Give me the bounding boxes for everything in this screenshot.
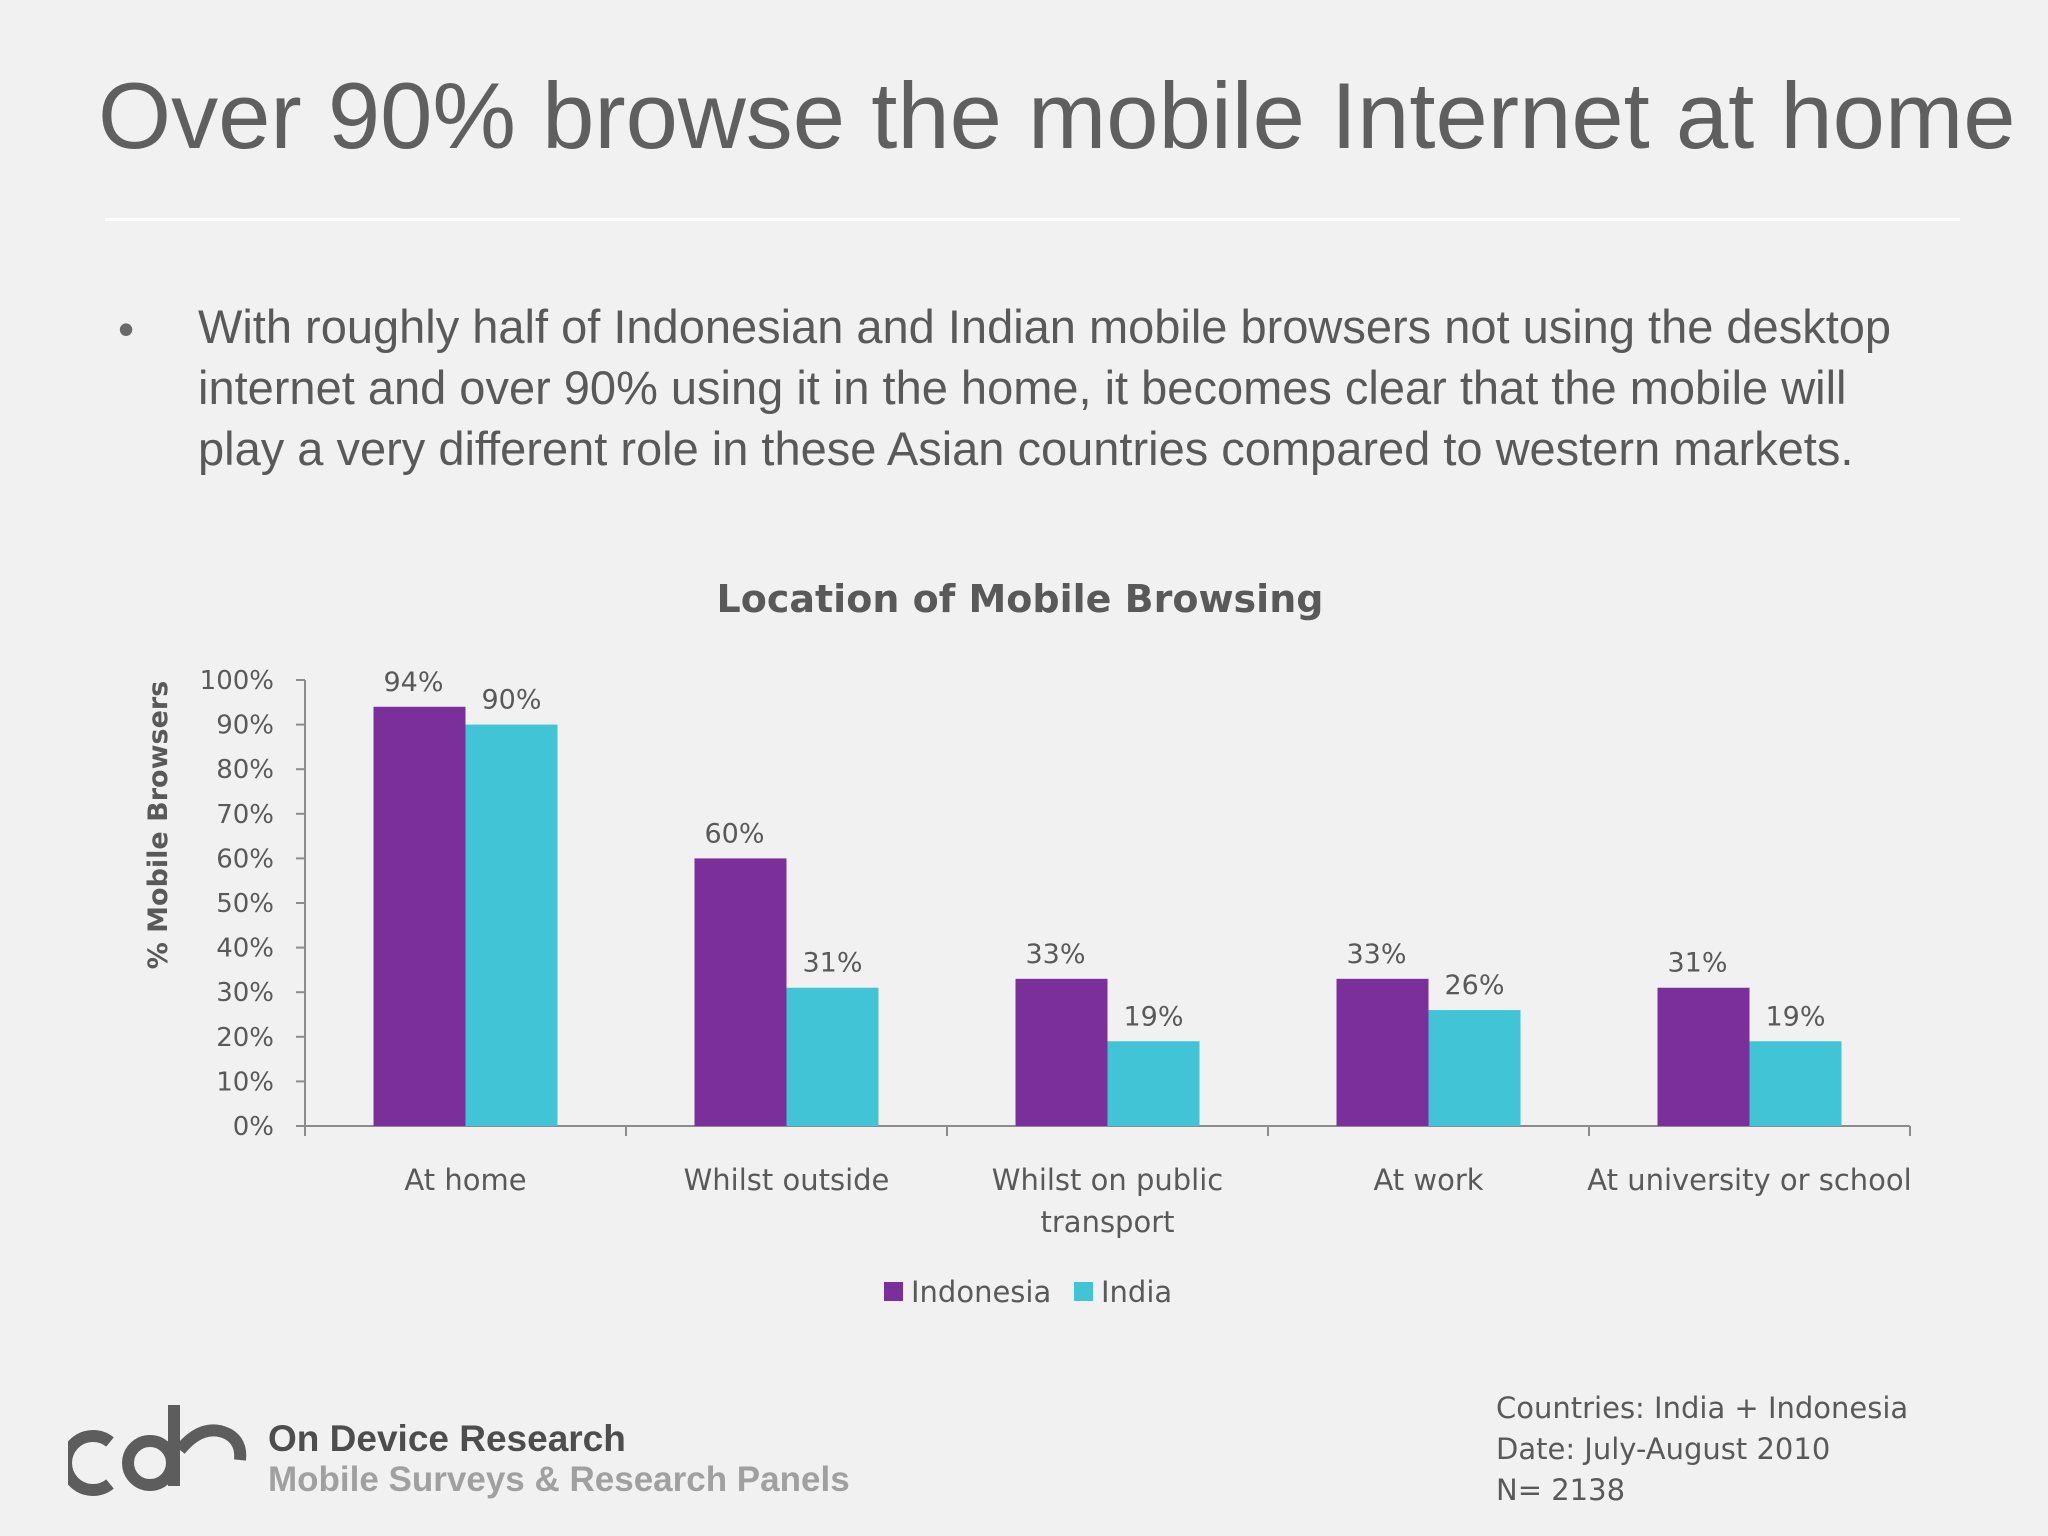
- bar-indonesia: [694, 858, 787, 1126]
- data-label-indonesia: 60%: [704, 818, 764, 849]
- y-tick-label: 0%: [233, 1112, 274, 1142]
- category-label: Whilst outside: [684, 1163, 890, 1197]
- data-label-india: 90%: [481, 685, 541, 716]
- data-label-india: 31%: [802, 948, 862, 979]
- category-label: At home: [404, 1163, 526, 1197]
- bar-india: [1428, 1010, 1521, 1126]
- bar-india: [465, 724, 558, 1126]
- cdr-logo: [68, 1405, 247, 1496]
- data-label-indonesia: 94%: [383, 667, 443, 698]
- legend-swatch-indonesia: [884, 1282, 903, 1301]
- category-label: At university or school: [1587, 1163, 1911, 1197]
- data-label-indonesia: 33%: [1346, 939, 1406, 970]
- slide-title: Over 90% browse the mobile Internet at h…: [98, 63, 2016, 168]
- legend-swatch-india: [1074, 1282, 1093, 1301]
- y-axis-title: % Mobile Browsers: [143, 681, 174, 970]
- legend-label-indonesia: Indonesia: [911, 1275, 1051, 1309]
- y-tick-label: 100%: [200, 666, 274, 696]
- y-tick-label: 40%: [216, 934, 274, 964]
- y-tick-label: 90%: [216, 711, 274, 741]
- bullet-text: With roughly half of Indonesian and Indi…: [198, 300, 1892, 475]
- bar-indonesia: [1015, 978, 1108, 1126]
- y-tick-label: 30%: [216, 978, 274, 1008]
- bar-india: [786, 987, 879, 1126]
- y-tick-label: 60%: [216, 844, 274, 874]
- sample-size-text: N= 2138: [1496, 1473, 1626, 1507]
- countries-text: Countries: India + Indonesia: [1496, 1391, 1909, 1425]
- data-label-india: 26%: [1444, 970, 1504, 1001]
- y-tick-label: 20%: [216, 1023, 274, 1053]
- bar-india: [1749, 1041, 1842, 1126]
- date-text: Date: July-August 2010: [1496, 1432, 1831, 1466]
- legend-label-india: India: [1101, 1275, 1172, 1309]
- category-label: Whilst on public: [992, 1163, 1223, 1197]
- logo-name: On Device Research: [268, 1418, 626, 1459]
- data-label-indonesia: 33%: [1025, 939, 1085, 970]
- data-label-indonesia: 31%: [1667, 948, 1727, 979]
- plot-area: 0% 10% 20% 30% 40% 50% 60% 70% 80% 90% 100% 94% 90% A…: [200, 666, 1912, 1309]
- bar-indonesia: [1336, 978, 1429, 1126]
- logo-tagline: Mobile Surveys & Research Panels: [268, 1460, 850, 1499]
- bar-india: [1107, 1041, 1200, 1126]
- bar-chart: Location of Mobile Browsing % Mobile Bro…: [143, 577, 1912, 1309]
- category-label: At work: [1373, 1163, 1483, 1197]
- data-label-india: 19%: [1765, 1001, 1825, 1032]
- bar-indonesia: [373, 706, 466, 1126]
- y-tick-label: 80%: [216, 755, 274, 785]
- bar-indonesia: [1657, 987, 1750, 1126]
- category-label: transport: [1041, 1205, 1175, 1239]
- title-divider: [105, 218, 1960, 221]
- bullet-marker: •: [118, 303, 135, 355]
- y-tick-label: 70%: [216, 800, 274, 830]
- chart-title: Location of Mobile Browsing: [717, 577, 1324, 621]
- y-tick-label: 50%: [216, 889, 274, 919]
- data-label-india: 19%: [1123, 1001, 1183, 1032]
- survey-metadata: Countries: India + Indonesia Date: July-…: [1496, 1388, 1908, 1511]
- y-tick-label: 10%: [216, 1067, 274, 1097]
